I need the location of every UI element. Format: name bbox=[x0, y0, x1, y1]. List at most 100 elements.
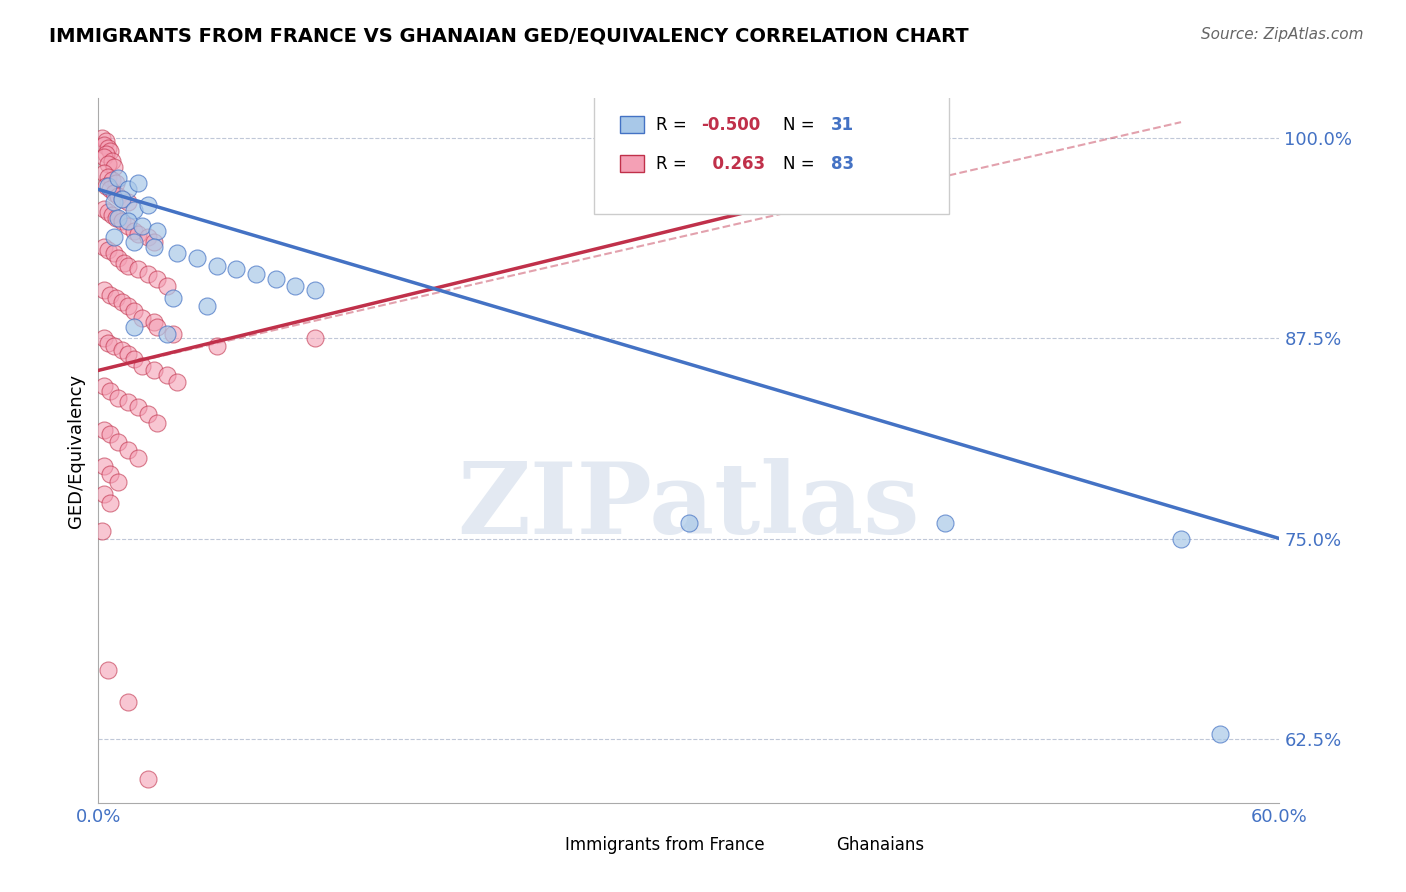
Text: Immigrants from France: Immigrants from France bbox=[565, 836, 765, 854]
Point bbox=[107, 435, 129, 450]
Point bbox=[111, 343, 134, 357]
Point bbox=[97, 141, 120, 155]
Point bbox=[97, 336, 120, 351]
Point bbox=[111, 192, 134, 206]
Text: R =: R = bbox=[655, 116, 692, 134]
Point bbox=[97, 157, 120, 171]
Point bbox=[96, 147, 118, 161]
Point bbox=[127, 451, 149, 466]
Point bbox=[166, 375, 188, 389]
Point bbox=[156, 368, 179, 383]
Point bbox=[91, 524, 114, 538]
Point bbox=[98, 427, 121, 442]
Point bbox=[146, 224, 169, 238]
Point bbox=[117, 395, 139, 409]
Point bbox=[127, 176, 149, 190]
Point bbox=[117, 182, 139, 196]
Point bbox=[98, 496, 121, 510]
Point bbox=[122, 203, 145, 218]
FancyBboxPatch shape bbox=[620, 117, 644, 134]
Point bbox=[156, 278, 179, 293]
Point bbox=[103, 246, 125, 260]
Point bbox=[205, 260, 228, 274]
Point bbox=[97, 179, 120, 194]
Point bbox=[98, 288, 121, 302]
Point bbox=[304, 283, 326, 297]
Point bbox=[98, 182, 121, 196]
Point bbox=[122, 224, 145, 238]
Point bbox=[103, 160, 125, 174]
Point bbox=[136, 230, 159, 244]
Point bbox=[101, 173, 124, 187]
Text: IMMIGRANTS FROM FRANCE VS GHANAIAN GED/EQUIVALENCY CORRELATION CHART: IMMIGRANTS FROM FRANCE VS GHANAIAN GED/E… bbox=[49, 27, 969, 45]
Text: ZIPatlas: ZIPatlas bbox=[458, 458, 920, 556]
Point bbox=[166, 246, 188, 260]
Point bbox=[107, 171, 129, 186]
FancyBboxPatch shape bbox=[807, 835, 832, 858]
Point bbox=[225, 262, 247, 277]
Point bbox=[101, 208, 124, 222]
Text: -0.500: -0.500 bbox=[700, 116, 761, 134]
Point bbox=[162, 326, 184, 341]
Point bbox=[93, 486, 115, 500]
Point bbox=[156, 326, 179, 341]
Point bbox=[107, 252, 129, 266]
Point bbox=[117, 443, 139, 458]
Point bbox=[111, 214, 134, 228]
Point bbox=[678, 516, 700, 530]
Point bbox=[105, 211, 128, 226]
Point bbox=[103, 230, 125, 244]
Point bbox=[117, 347, 139, 361]
Point bbox=[96, 134, 118, 148]
Text: 0.263: 0.263 bbox=[700, 154, 765, 173]
Point bbox=[93, 379, 115, 393]
Point bbox=[136, 772, 159, 786]
Point bbox=[934, 516, 956, 530]
Point bbox=[93, 202, 115, 216]
Point bbox=[98, 144, 121, 158]
Point bbox=[111, 294, 134, 309]
Point bbox=[117, 299, 139, 313]
Point bbox=[142, 315, 165, 329]
Point bbox=[136, 268, 159, 282]
Point bbox=[107, 211, 129, 226]
Y-axis label: GED/Equivalency: GED/Equivalency bbox=[66, 374, 84, 527]
Point bbox=[245, 268, 267, 282]
Point bbox=[186, 252, 208, 266]
Point bbox=[97, 663, 120, 677]
Text: 31: 31 bbox=[831, 116, 853, 134]
FancyBboxPatch shape bbox=[536, 835, 561, 858]
Point bbox=[117, 260, 139, 274]
Point bbox=[136, 407, 159, 421]
Point bbox=[107, 391, 129, 405]
Point bbox=[1209, 727, 1232, 741]
Point bbox=[304, 331, 326, 345]
Point bbox=[117, 195, 139, 210]
Point bbox=[117, 219, 139, 234]
Point bbox=[131, 219, 153, 234]
Point bbox=[101, 153, 124, 168]
Text: N =: N = bbox=[783, 116, 820, 134]
Point bbox=[117, 214, 139, 228]
FancyBboxPatch shape bbox=[595, 95, 949, 214]
Point bbox=[93, 331, 115, 345]
Point bbox=[122, 235, 145, 250]
Point bbox=[97, 204, 120, 219]
Point bbox=[146, 416, 169, 430]
Point bbox=[142, 235, 165, 250]
Text: N =: N = bbox=[783, 154, 820, 173]
Point bbox=[107, 475, 129, 490]
Point bbox=[93, 240, 115, 254]
Point bbox=[93, 150, 115, 164]
Point bbox=[284, 278, 307, 293]
FancyBboxPatch shape bbox=[620, 155, 644, 172]
Point bbox=[195, 299, 218, 313]
Point bbox=[93, 166, 115, 180]
Point bbox=[131, 359, 153, 373]
Point bbox=[146, 320, 169, 334]
Point bbox=[97, 169, 120, 184]
Point bbox=[131, 310, 153, 325]
Point bbox=[105, 176, 128, 190]
Point bbox=[1170, 532, 1192, 546]
Point bbox=[205, 339, 228, 353]
